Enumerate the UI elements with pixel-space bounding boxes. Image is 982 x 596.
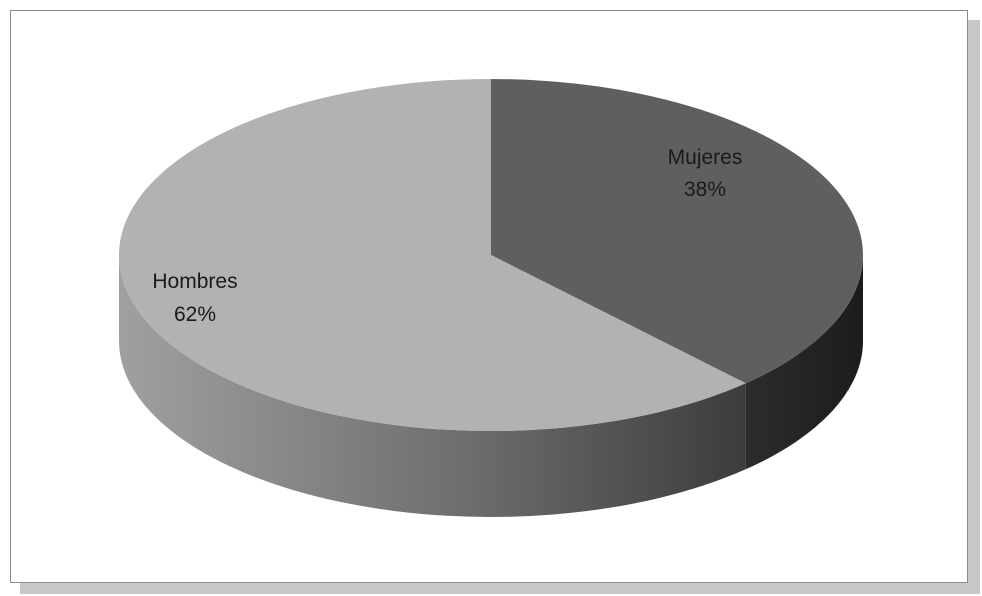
pie-side-hombres [118,255,746,517]
slice-label-percent-hombres: 62% [174,303,216,326]
slice-label-name-hombres: Hombres [152,270,237,293]
pie-slice-mujeres [491,79,864,384]
pie-side-mujeres [745,255,863,470]
pie-tops [119,79,864,431]
slice-label-name-mujeres: Mujeres [668,146,743,169]
pie-slice-hombres [119,79,746,431]
pie-labels: Mujeres 38% Hombres 62% [152,146,742,326]
slice-label-percent-mujeres: 38% [684,178,726,201]
pie-sides [118,255,863,517]
